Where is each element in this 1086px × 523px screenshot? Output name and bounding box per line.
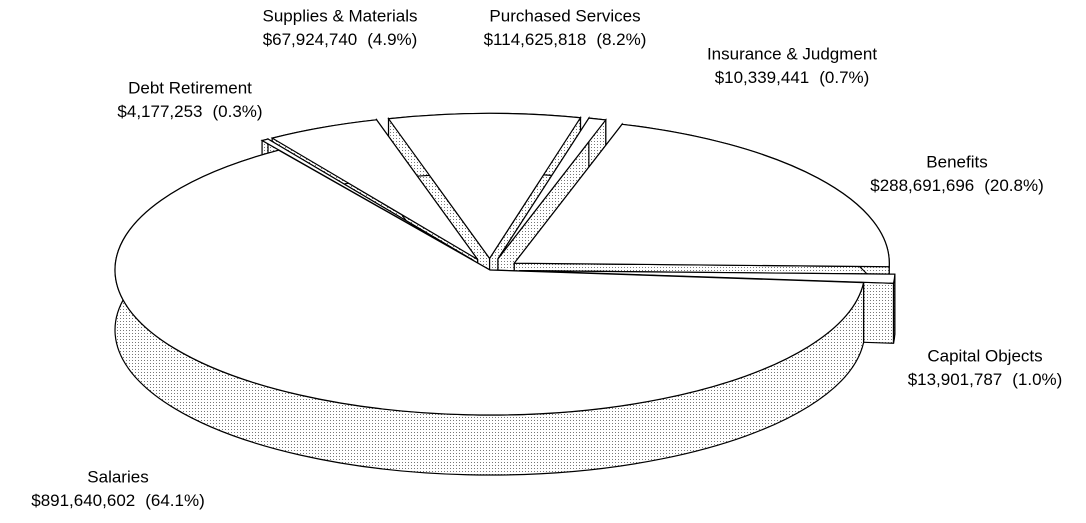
percent-label: (4.9%)	[367, 30, 417, 49]
slice-value-label: $10,339,441 (0.7%)	[715, 68, 870, 87]
slice-label: Debt Retirement	[128, 78, 252, 97]
slice-label: Supplies & Materials	[263, 6, 418, 25]
slice-label: Benefits	[926, 152, 987, 171]
slice-label: Purchased Services	[489, 6, 640, 25]
slice-top	[513, 123, 890, 268]
slice-label: Insurance & Judgment	[707, 44, 877, 63]
percent-label: (8.2%)	[596, 30, 646, 49]
slice-top	[114, 149, 865, 416]
slice	[114, 149, 865, 476]
slice-top	[270, 119, 479, 260]
slice-value-label: $114,625,818 (8.2%)	[484, 30, 647, 49]
slice-top	[497, 117, 607, 260]
slice-wall	[892, 274, 896, 344]
slice-value-label: $13,901,787 (1.0%)	[908, 370, 1063, 389]
slice-value-label: $288,691,696 (20.8%)	[870, 176, 1044, 195]
slice-value-label: $4,177,253 (0.3%)	[117, 102, 262, 121]
slice-top	[387, 112, 582, 260]
value-label: $4,177,253	[117, 102, 202, 121]
slice-label: Capital Objects	[927, 346, 1042, 365]
value-label: $13,901,787	[908, 370, 1003, 389]
percent-label: (20.8%)	[984, 176, 1044, 195]
slice-value-label: $891,640,602 (64.1%)	[31, 491, 205, 510]
value-label: $891,640,602	[31, 491, 135, 510]
value-label: $10,339,441	[715, 68, 810, 87]
slice-value-label: $67,924,740 (4.9%)	[263, 30, 418, 49]
value-label: $67,924,740	[263, 30, 358, 49]
slice-label: Salaries	[87, 467, 148, 486]
percent-label: (64.1%)	[145, 491, 205, 510]
value-label: $288,691,696	[870, 176, 974, 195]
percent-label: (0.3%)	[213, 102, 263, 121]
percent-label: (1.0%)	[1012, 370, 1062, 389]
percent-label: (0.7%)	[819, 68, 869, 87]
value-label: $114,625,818	[484, 30, 587, 49]
